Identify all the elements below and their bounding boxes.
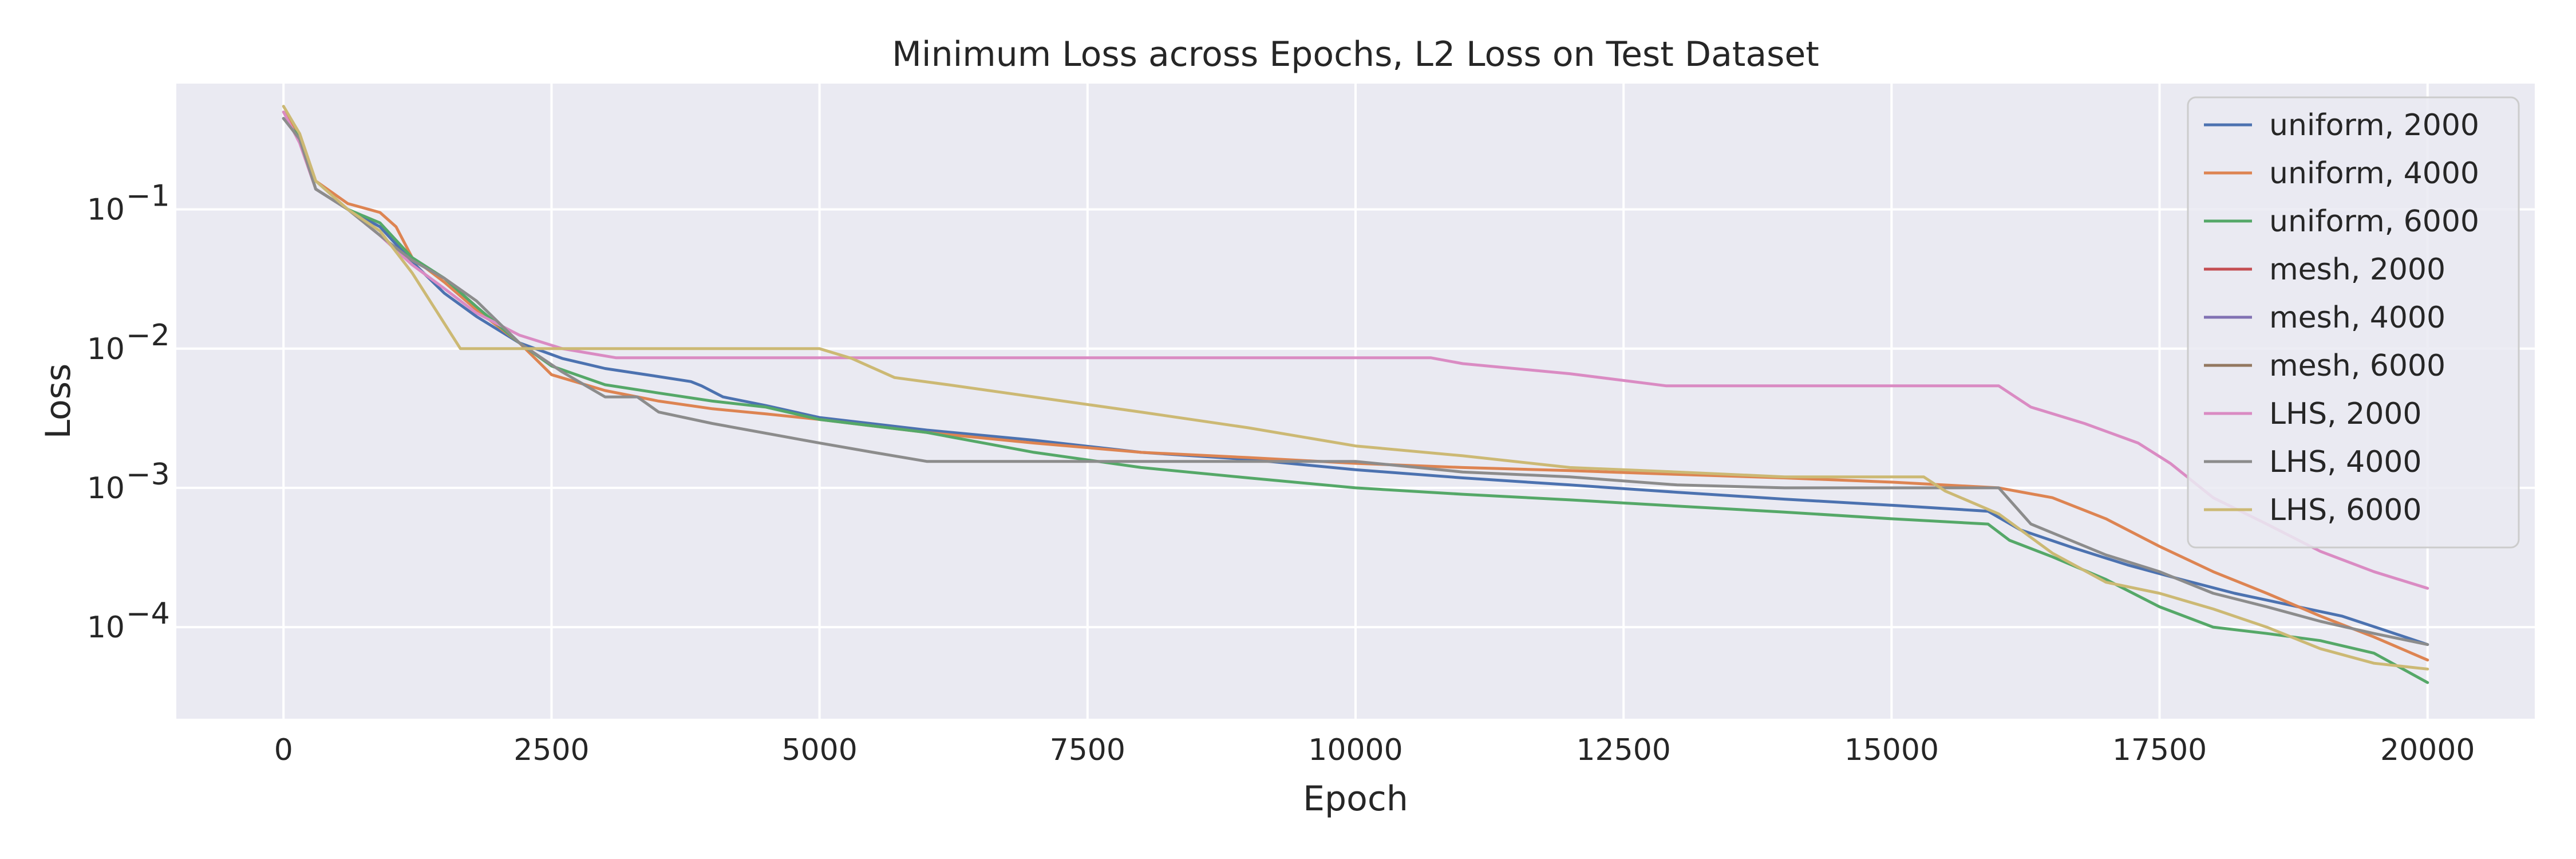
legend-label: LHS, 4000 [2269, 445, 2421, 479]
chart-title: Minimum Loss across Epochs, L2 Loss on T… [892, 34, 1819, 74]
x-tick-label: 5000 [781, 733, 857, 767]
x-tick-label: 20000 [2380, 733, 2475, 767]
legend-label: LHS, 6000 [2269, 493, 2421, 527]
series-line-uniform-4000 [282, 111, 2429, 662]
legend-label: uniform, 6000 [2269, 204, 2479, 239]
series-line-uniform-2000 [282, 117, 2429, 646]
legend-frame [2187, 96, 2520, 549]
legend-label: mesh, 4000 [2269, 301, 2445, 335]
x-tick-label: 2500 [513, 733, 589, 767]
y-tick-label: 10 [87, 471, 125, 506]
y-tick-label: 10 [87, 193, 125, 227]
legend-label: uniform, 4000 [2269, 156, 2479, 191]
legend-label: LHS, 2000 [2269, 397, 2421, 431]
x-tick-label: 15000 [1844, 733, 1939, 767]
x-tick-label: 7500 [1050, 733, 1125, 767]
series-line-lhs-6000 [282, 105, 2429, 671]
legend: uniform, 2000 uniform, 4000 uniform, 6000 m… [2187, 96, 2520, 549]
y-tick-exponent: −4 [126, 597, 170, 631]
y-tick-exponent: −1 [126, 179, 170, 214]
x-tick-label: 10000 [1308, 733, 1402, 767]
y-axis-ticks: 10−110−210−310−4 [87, 179, 170, 645]
x-axis-ticks: 0 2500 5000 7500 10000 12500 15000 17500 20000 [274, 733, 2475, 767]
x-axis-title: Epoch [1303, 779, 1408, 819]
x-tick-label: 12500 [1576, 733, 1670, 767]
y-axis-title: Loss [38, 364, 78, 439]
legend-label: uniform, 2000 [2269, 108, 2479, 143]
y-tick-label: 10 [87, 332, 125, 367]
legend-label: mesh, 6000 [2269, 349, 2445, 383]
legend-label: mesh, 2000 [2269, 253, 2445, 287]
x-tick-label: 0 [274, 733, 293, 767]
y-tick-exponent: −3 [126, 458, 170, 492]
y-tick-exponent: −2 [126, 318, 170, 353]
x-tick-label: 17500 [2112, 733, 2207, 767]
series-line-lhs-4000 [282, 117, 2429, 646]
y-tick-label: 10 [87, 610, 125, 645]
